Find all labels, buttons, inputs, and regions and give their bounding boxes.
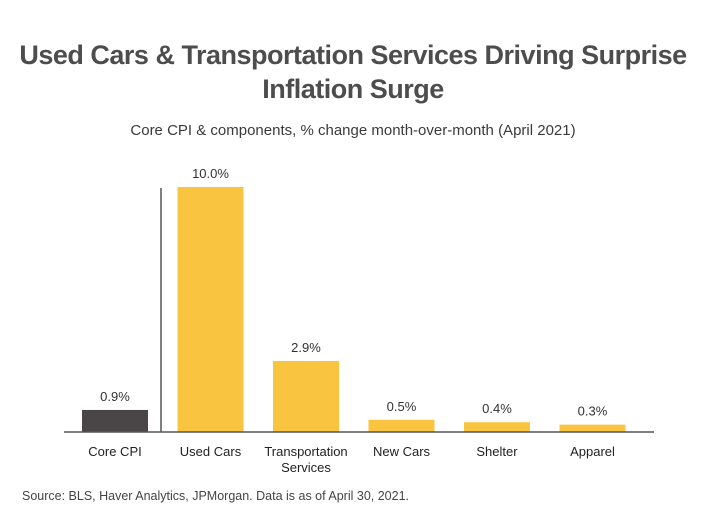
- category-label: Transportation Services: [264, 444, 347, 475]
- data-label: 0.4%: [482, 401, 512, 416]
- category-label: Used Cars: [180, 444, 242, 459]
- data-labels-group: 0.9% 10.0% 2.9% 0.5% 0.4% 0.3%: [100, 166, 608, 419]
- bars-group: [82, 187, 626, 432]
- category-label-line: Services: [281, 460, 331, 475]
- category-label-line: Shelter: [476, 444, 518, 459]
- bar-apparel: [559, 424, 626, 432]
- chart-title: Used Cars & Transportation Services Driv…: [19, 40, 687, 104]
- category-label-line: Used Cars: [180, 444, 242, 459]
- bar-transportation-services: [273, 360, 339, 432]
- data-label: 10.0%: [192, 166, 229, 181]
- category-labels-group: Core CPI Used Cars Transportation Services N…: [88, 444, 615, 475]
- bar-used-cars: [177, 187, 244, 432]
- category-label: New Cars: [373, 444, 431, 459]
- category-label-line: Core CPI: [88, 444, 141, 459]
- category-label-line: New Cars: [373, 444, 431, 459]
- bar-new-cars: [368, 419, 435, 432]
- data-label: 0.3%: [578, 404, 608, 419]
- chart-subtitle: Core CPI & components, % change month-ov…: [130, 122, 576, 139]
- category-label: Core CPI: [88, 444, 141, 459]
- data-label: 2.9%: [291, 340, 321, 355]
- category-label-line: Apparel: [570, 444, 615, 459]
- data-label: 0.5%: [387, 399, 417, 414]
- category-label: Apparel: [570, 444, 615, 459]
- category-label: Shelter: [476, 444, 518, 459]
- source-note: Source: BLS, Haver Analytics, JPMorgan. …: [22, 489, 409, 503]
- data-label: 0.9%: [100, 389, 130, 404]
- category-label-line: Transportation: [264, 444, 347, 459]
- bar-shelter: [464, 422, 530, 432]
- bar-core-cpi: [82, 409, 148, 432]
